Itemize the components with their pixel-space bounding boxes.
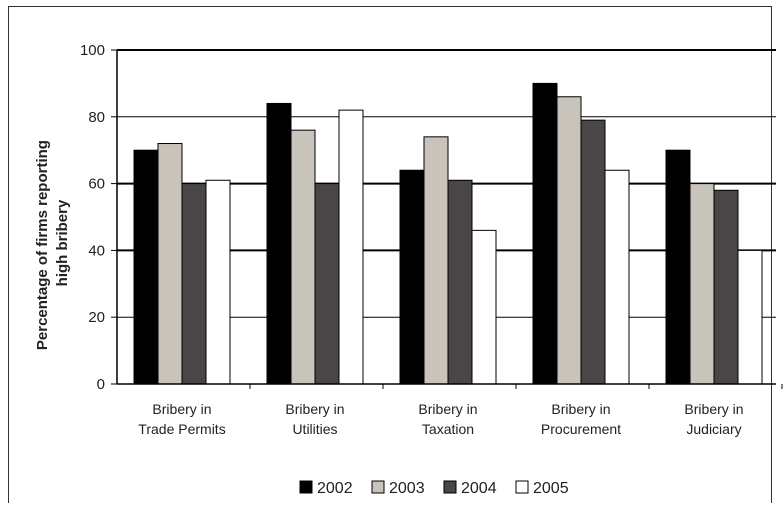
bar-2005-4 xyxy=(604,169,630,385)
legend-label-2004: 2004 xyxy=(461,480,497,497)
x-tick-label: Taxation xyxy=(422,421,474,437)
bar-2003-4 xyxy=(556,96,582,385)
axes xyxy=(116,50,776,385)
chart-frame xyxy=(8,6,772,503)
bar-2002-5 xyxy=(665,149,691,385)
bars xyxy=(133,82,763,385)
bar-2002-1 xyxy=(133,149,159,385)
bar-2004-1 xyxy=(181,183,207,385)
x-tick-label: Trade Permits xyxy=(138,421,225,437)
y-tick-labels: 0 20 40 60 80 100 xyxy=(80,42,117,393)
legend-swatch-2002 xyxy=(299,480,313,494)
bar-2004-5 xyxy=(713,189,739,385)
bar-2004-3 xyxy=(447,179,473,385)
y-axis-label-line-2: high bribery xyxy=(54,199,71,286)
x-tick-label: Procurement xyxy=(541,421,621,437)
y-tick-label: 100 xyxy=(80,42,105,59)
legend-label-2002: 2002 xyxy=(317,480,353,497)
y-tick-label: 80 xyxy=(88,109,105,126)
y-tick-label: 0 xyxy=(97,376,105,393)
y-tick-label: 20 xyxy=(88,309,105,326)
y-tick-label: 60 xyxy=(88,176,105,193)
legend: 2002 2003 2004 2005 xyxy=(299,480,569,497)
bar-2005-2 xyxy=(338,109,364,385)
legend-swatch-2005 xyxy=(515,480,529,494)
x-tick-label: Bribery in xyxy=(418,401,477,417)
x-tick-label: Bribery in xyxy=(684,401,743,417)
x-tick-label: Bribery in xyxy=(152,401,211,417)
y-tick-label: 40 xyxy=(88,242,105,259)
y-axis-label: Percentage of firms reporting high bribe… xyxy=(34,136,71,350)
x-tick-label: Judiciary xyxy=(686,421,741,437)
bar-2002-2 xyxy=(266,102,292,385)
bar-2005-5 xyxy=(737,249,763,385)
x-tick-label: Bribery in xyxy=(551,401,610,417)
bar-2002-4 xyxy=(532,82,558,385)
bar-2004-2 xyxy=(314,183,340,385)
bar-2004-4 xyxy=(580,119,606,385)
bar-2003-5 xyxy=(689,183,715,385)
legend-label-2003: 2003 xyxy=(389,480,425,497)
bar-2003-3 xyxy=(423,136,449,385)
bar-2002-3 xyxy=(399,169,425,385)
x-tick-label: Utilities xyxy=(292,421,337,437)
x-tick-labels: Bribery in Trade Permits Bribery in Utiliti… xyxy=(138,384,783,437)
bar-2003-1 xyxy=(157,143,183,385)
x-tick-label: Bribery in xyxy=(285,401,344,417)
legend-label-2005: 2005 xyxy=(533,480,569,497)
legend-swatch-2004 xyxy=(443,480,457,494)
y-axis-label-line-1: Percentage of firms reporting xyxy=(34,140,51,350)
legend-swatch-2003 xyxy=(371,480,385,494)
bar-2003-2 xyxy=(290,129,316,385)
bar-2005-3 xyxy=(471,229,497,385)
bar-2005-1 xyxy=(205,179,231,385)
